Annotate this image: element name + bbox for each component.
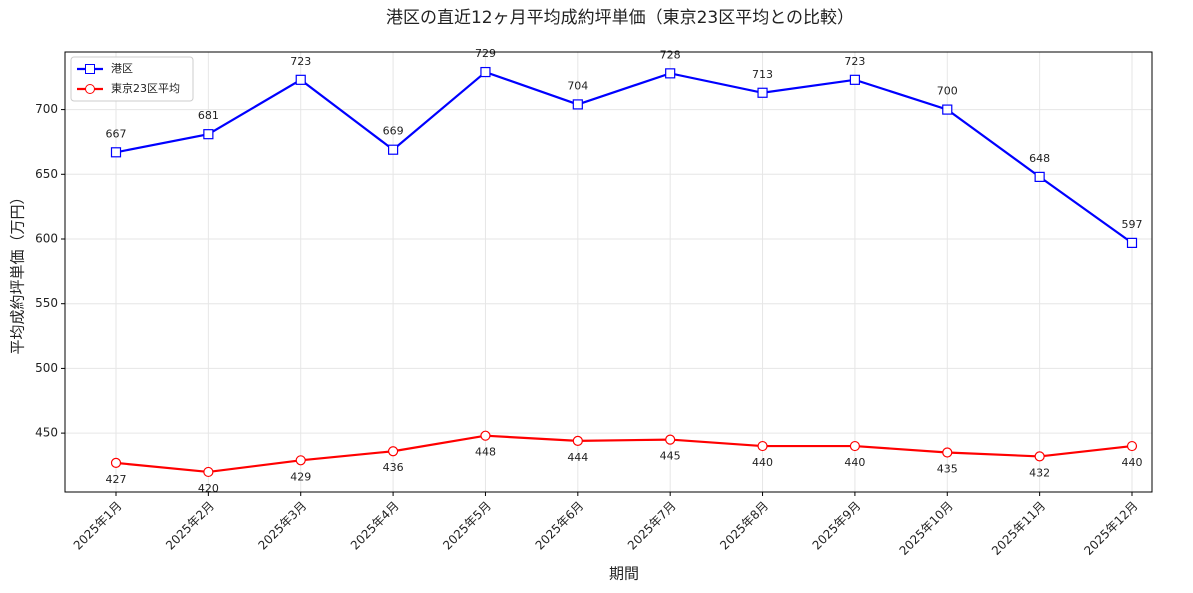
data-label: 448 [475,446,496,459]
marker [942,447,953,458]
data-label: 440 [1122,456,1143,469]
legend-label: 東京23区平均 [111,81,180,95]
y-tick-label: 650 [35,167,58,181]
data-label: 700 [937,85,958,98]
marker [387,144,399,155]
marker [572,435,583,446]
data-label: 648 [1029,152,1050,165]
marker [203,466,214,478]
plot-area: 667 681 723 669 729 704 728 713 723 700 648 597 427 4… [106,47,1143,495]
marker [1126,440,1138,452]
y-tick-label: 550 [35,296,58,310]
data-label: 445 [660,450,681,463]
marker [665,434,676,445]
data-label: 420 [198,482,219,495]
marker [942,104,953,115]
marker [110,457,122,468]
legend-marker [85,84,95,94]
marker [757,87,768,98]
data-label: 440 [752,456,773,469]
y-tick-label: 700 [35,102,58,116]
y-tick-label: 450 [35,426,58,440]
marker [295,74,306,85]
marker [1034,451,1045,462]
chart-title: 港区の直近12ヶ月平均成約坪単価（東京23区平均との比較） [386,8,854,28]
legend-label: 港区 [111,62,133,75]
plot-frame [64,51,1153,493]
marker [387,446,399,457]
marker [110,147,122,158]
data-label: 667 [106,127,127,140]
marker [295,455,306,466]
data-label: 713 [752,68,773,81]
data-label: 429 [290,470,311,483]
data-label: 427 [106,473,127,486]
data-label: 435 [937,463,958,476]
marker [665,68,676,79]
data-label: 723 [844,55,865,68]
marker [203,129,214,140]
data-label: 669 [383,125,404,138]
series-line [115,70,1133,244]
data-label: 597 [1122,218,1143,231]
marker [849,74,861,85]
data-label: 436 [383,461,404,474]
marker [480,430,491,441]
series-line [115,434,1133,474]
x-axis-label: 期間 [609,565,639,583]
marker [849,440,861,452]
data-label: 704 [567,79,588,92]
data-label: 723 [290,55,311,68]
data-label: 444 [567,451,588,464]
marker [1126,237,1138,248]
data-label: 440 [844,456,865,469]
data-label: 728 [660,48,681,61]
legend-marker [85,64,95,74]
data-label: 432 [1029,466,1050,479]
marker [480,66,491,78]
marker [572,99,583,110]
marker [1034,171,1045,182]
y-axis-label: 平均成約坪単価（万円） [9,189,27,354]
data-label: 729 [475,47,496,60]
y-tick-label: 600 [35,232,58,246]
marker [757,440,768,452]
y-tick-label: 500 [35,361,58,375]
data-label: 681 [198,109,219,122]
